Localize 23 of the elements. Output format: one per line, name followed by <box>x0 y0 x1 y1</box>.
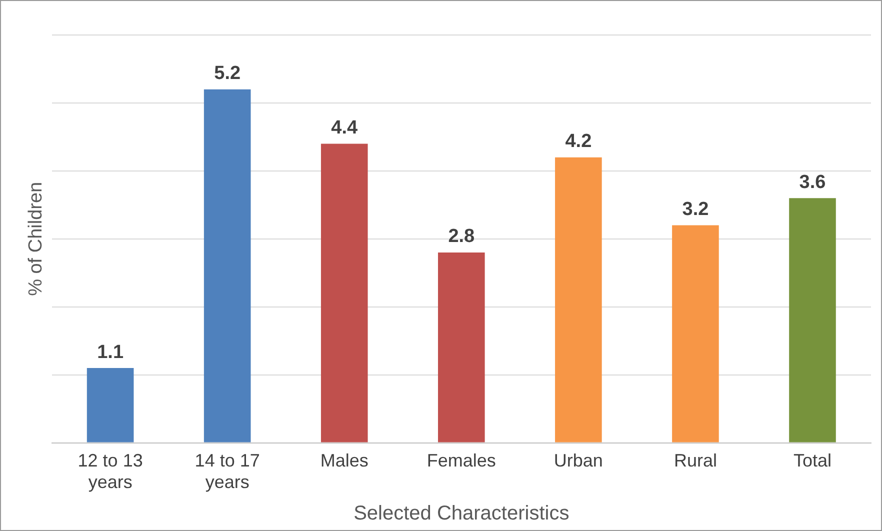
bar <box>789 198 836 442</box>
x-tick-label: Urban <box>554 450 603 471</box>
x-tick-label: Total <box>793 450 832 471</box>
data-label: 3.2 <box>682 199 709 220</box>
x-tick-label: 14 to 17 years <box>194 450 260 492</box>
bar <box>320 144 368 442</box>
x-tick-label: Rural <box>674 450 717 471</box>
bar <box>86 368 134 442</box>
data-label: 4.2 <box>565 131 592 152</box>
bar <box>438 252 485 442</box>
data-label: 2.8 <box>448 226 475 248</box>
x-tick-label: Females <box>426 450 496 471</box>
data-label: 3.6 <box>799 172 826 193</box>
data-label: 4.4 <box>331 117 358 138</box>
bar <box>204 89 251 442</box>
x-tick-label: Males <box>320 450 368 471</box>
bar <box>672 225 719 442</box>
x-axis-title: Selected Characteristics <box>354 502 570 525</box>
y-axis-title: % of Children <box>26 182 47 296</box>
x-tick-label: 12 to 13 years <box>78 450 143 492</box>
data-label: 1.1 <box>97 342 124 363</box>
data-label: 5.2 <box>214 63 241 84</box>
bar <box>555 157 602 442</box>
